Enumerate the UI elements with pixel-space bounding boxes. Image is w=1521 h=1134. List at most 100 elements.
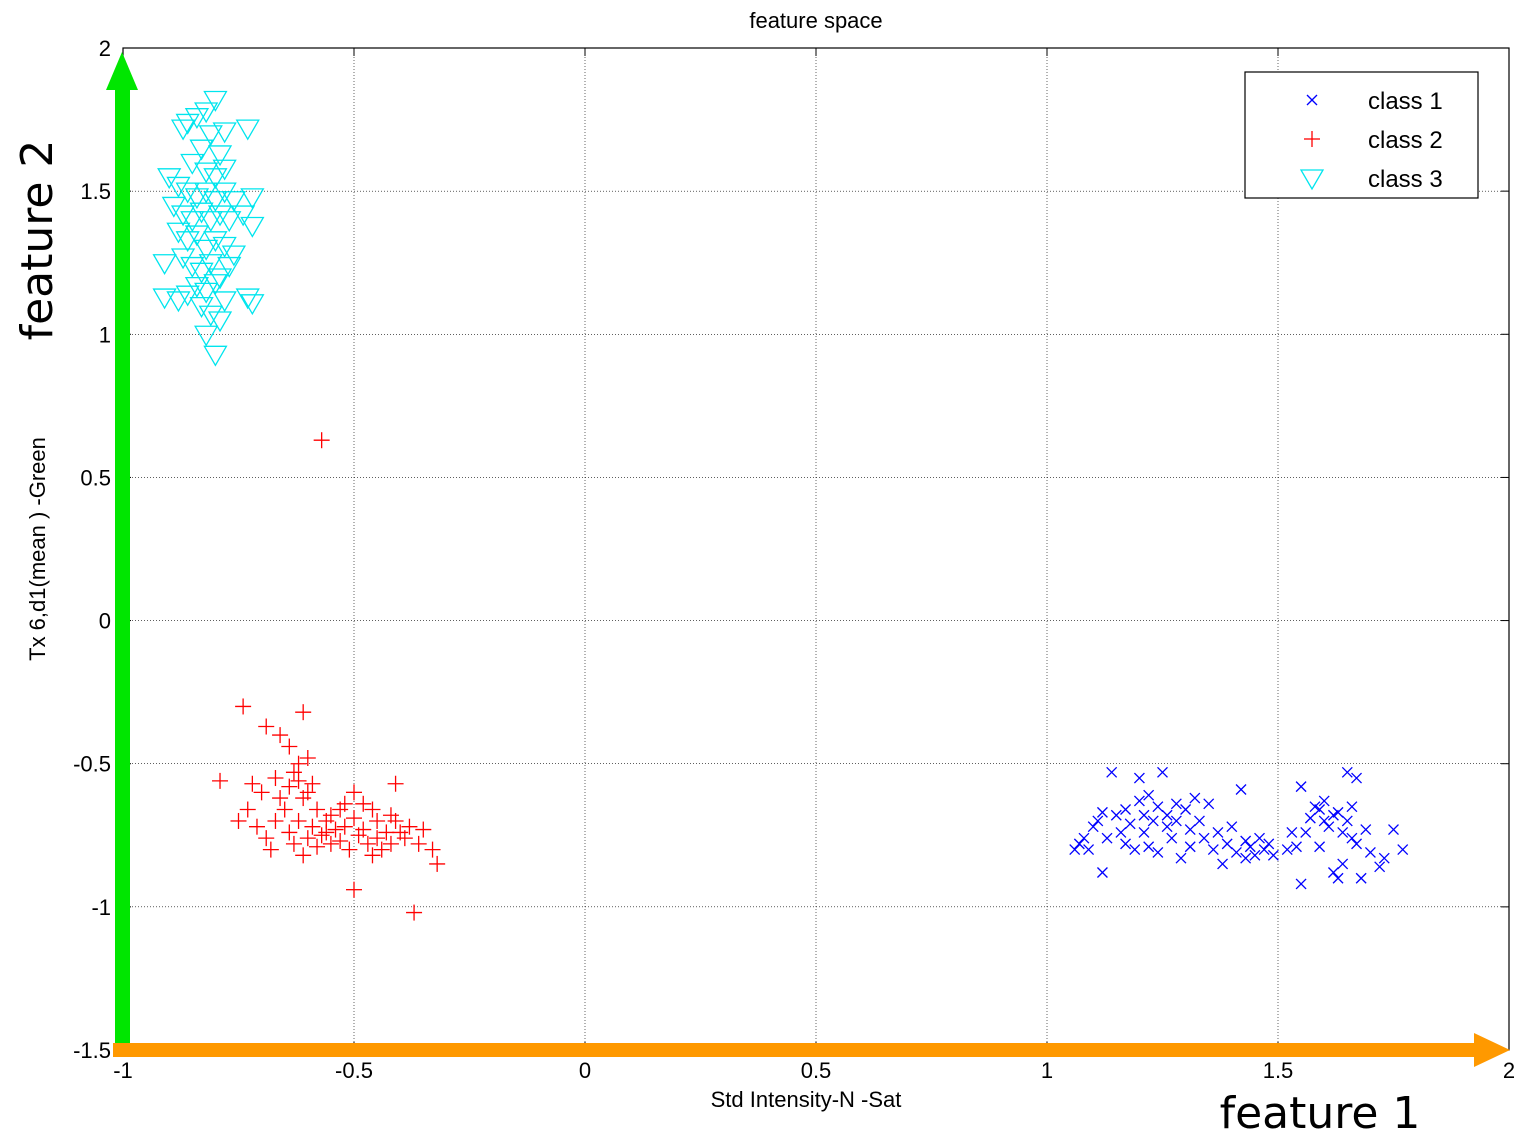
data-point [180, 211, 205, 233]
data-point [1138, 826, 1150, 838]
data-point [189, 262, 214, 284]
data-point [184, 225, 210, 247]
data-point [157, 168, 182, 190]
data-point [1152, 801, 1164, 813]
data-point [166, 176, 191, 198]
data-point [1314, 804, 1326, 815]
data-point [240, 188, 265, 210]
data-point [364, 847, 381, 864]
data-point [1203, 798, 1215, 810]
data-point [194, 325, 219, 347]
data-point [424, 841, 441, 858]
data-point [272, 790, 289, 807]
data-point [309, 838, 326, 855]
data-point [198, 125, 223, 147]
data-point [1388, 824, 1399, 836]
data-point [1124, 818, 1136, 830]
data-point [1304, 812, 1316, 824]
data-point [272, 727, 289, 744]
data-point [309, 801, 326, 818]
data-point [1161, 821, 1173, 833]
data-point [336, 818, 353, 835]
data-point [369, 812, 386, 829]
data-point [1240, 852, 1252, 864]
data-point [295, 704, 312, 721]
data-point [217, 256, 242, 278]
data-point [207, 145, 233, 167]
data-point [1152, 847, 1164, 858]
legend-marker [1299, 169, 1325, 191]
data-point [212, 182, 237, 204]
data-point [161, 196, 186, 218]
legend-label: class 2 [1368, 127, 1443, 154]
data-point [1281, 844, 1293, 856]
data-point [166, 291, 191, 313]
data-point [1351, 772, 1362, 784]
data-point [175, 113, 200, 135]
y-tick-label: 0.5 [80, 465, 111, 490]
data-point [194, 282, 219, 304]
data-point [355, 795, 372, 812]
data-point [295, 847, 312, 864]
legend-marker [1306, 94, 1318, 106]
y-tick-label: 2 [99, 36, 111, 61]
data-point [166, 222, 191, 244]
data-point [170, 205, 196, 227]
data-point [290, 755, 307, 772]
data-point [221, 191, 247, 213]
y-tick-label: -0.5 [73, 752, 111, 777]
data-point [1073, 838, 1085, 850]
data-point [189, 139, 214, 161]
data-point [341, 841, 358, 858]
data-point [1175, 852, 1187, 864]
data-point [244, 775, 261, 792]
data-point [364, 801, 381, 818]
data-point [332, 833, 349, 850]
data-point [267, 812, 284, 829]
data-point [1221, 838, 1233, 850]
data-point [189, 297, 214, 318]
data-point [299, 830, 316, 847]
data-point [184, 188, 210, 210]
data-point [281, 778, 298, 795]
data-point [217, 211, 242, 233]
data-point [1337, 858, 1349, 870]
data-point [1194, 815, 1205, 827]
legend-label: class 3 [1368, 166, 1443, 193]
data-point [1161, 809, 1173, 821]
data-point [194, 182, 219, 204]
legend-box [1244, 71, 1479, 199]
data-point [382, 835, 399, 852]
data-point [240, 216, 265, 238]
data-point [1332, 806, 1344, 818]
data-point [212, 122, 237, 144]
data-point [262, 841, 279, 858]
data-point [194, 239, 219, 261]
series-class-3 [152, 90, 265, 367]
data-point [189, 202, 214, 224]
data-point [184, 276, 210, 298]
data-point [170, 119, 196, 141]
x-tick-label: 2 [1503, 1058, 1515, 1083]
data-point [304, 818, 321, 835]
legend-marker [1304, 131, 1320, 147]
data-point [1249, 849, 1261, 861]
data-point [1240, 835, 1252, 847]
data-point [152, 254, 177, 276]
x-tick-label: 0.5 [801, 1058, 832, 1083]
data-point [1092, 815, 1104, 827]
data-point [1101, 832, 1113, 844]
data-point [281, 824, 298, 841]
data-point [1147, 815, 1159, 827]
data-point [207, 205, 233, 227]
data-point [1212, 826, 1224, 838]
data-point [1096, 867, 1108, 878]
data-point [203, 90, 228, 112]
y-tick-label: -1.5 [73, 1038, 111, 1063]
data-point [1346, 801, 1358, 813]
x-tick-label: 1.5 [1263, 1058, 1294, 1083]
data-point [203, 168, 228, 190]
legend-label: class 1 [1368, 88, 1443, 115]
data-point [1157, 766, 1168, 778]
y-tick-label: 1 [99, 322, 111, 347]
